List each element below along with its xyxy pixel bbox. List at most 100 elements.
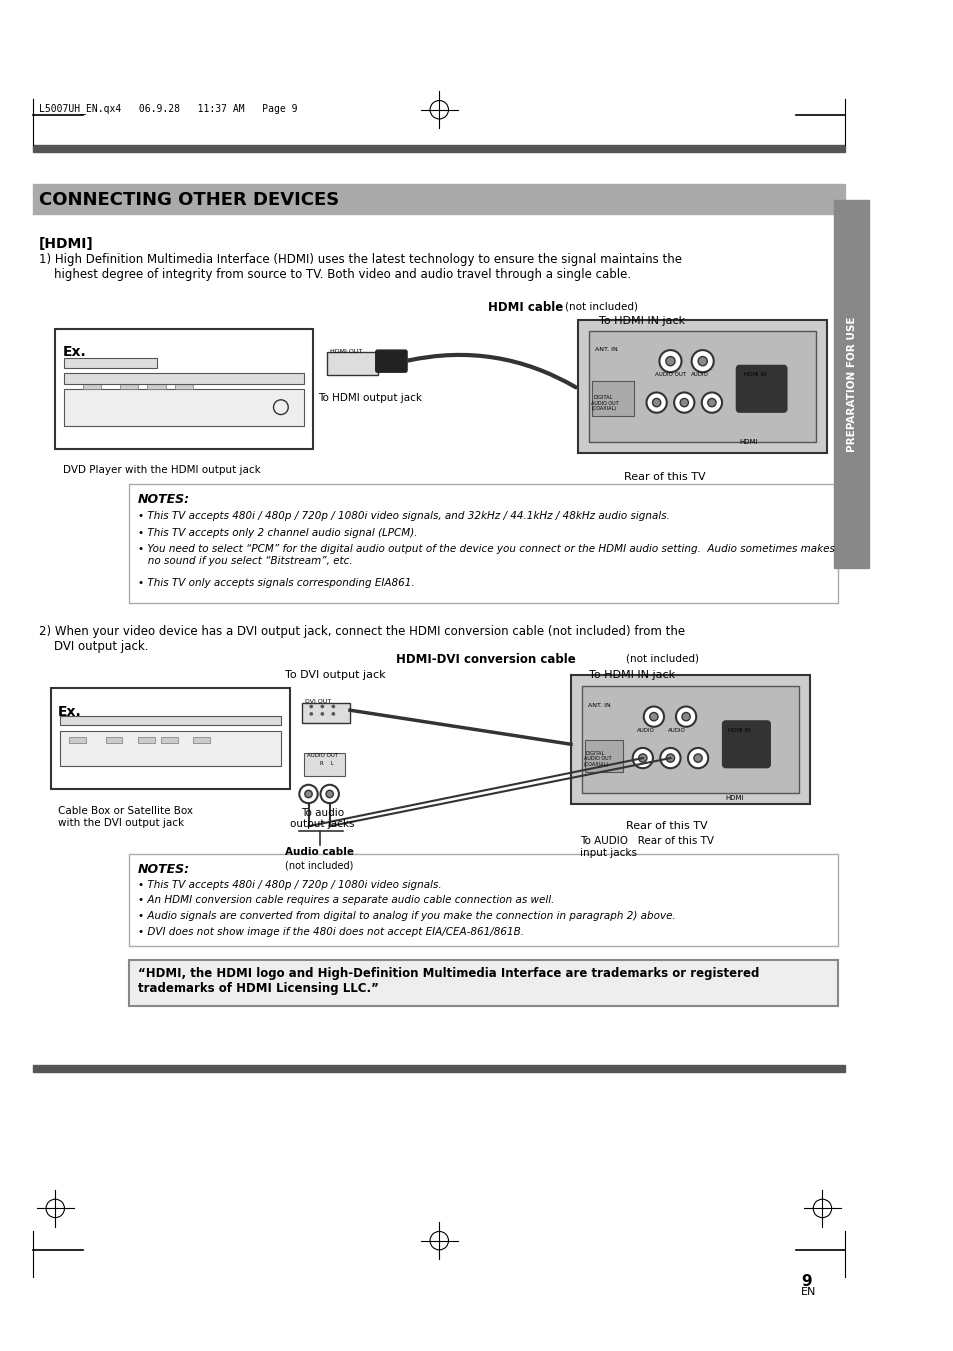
Text: “HDMI, the HDMI logo and High-Definition Multimedia Interface are trademarks or : “HDMI, the HDMI logo and High-Definition… [138, 967, 759, 996]
Text: 1) High Definition Multimedia Interface (HDMI) uses the latest technology to ens: 1) High Definition Multimedia Interface … [39, 254, 681, 281]
Text: To AUDIO   Rear of this TV
input jacks: To AUDIO Rear of this TV input jacks [579, 836, 714, 858]
Bar [592, 381, 633, 416]
FancyBboxPatch shape [571, 676, 810, 804]
Text: • This TV accepts 480i / 480p / 720p / 1080i video signals.: • This TV accepts 480i / 480p / 720p / 1… [138, 880, 441, 890]
Text: AUDIO: AUDIO [667, 728, 685, 732]
Circle shape [309, 705, 313, 708]
Circle shape [681, 712, 690, 721]
Text: To HDMI IN jack: To HDMI IN jack [589, 670, 675, 680]
Circle shape [707, 399, 716, 407]
Circle shape [643, 707, 663, 727]
Circle shape [698, 357, 706, 366]
Text: (not included): (not included) [285, 861, 354, 870]
Text: (COAXIAL): (COAXIAL) [583, 762, 608, 767]
Text: DIGITAL: DIGITAL [593, 396, 612, 400]
Text: Audio cable: Audio cable [285, 847, 354, 858]
Bar [60, 731, 280, 766]
FancyBboxPatch shape [302, 703, 350, 723]
Bar [60, 716, 280, 725]
Circle shape [649, 712, 658, 721]
Circle shape [659, 748, 679, 769]
Text: CONNECTING OTHER DEVICES: CONNECTING OTHER DEVICES [39, 190, 338, 209]
Text: To audio
output jacks: To audio output jacks [290, 808, 355, 830]
Circle shape [676, 707, 696, 727]
Circle shape [320, 712, 324, 716]
Bar [161, 736, 177, 743]
Bar [65, 373, 304, 384]
Text: AUDIO: AUDIO [637, 728, 655, 732]
Text: HDMI OUT: HDMI OUT [330, 349, 361, 354]
Circle shape [305, 790, 312, 797]
FancyBboxPatch shape [736, 366, 785, 412]
Text: • This TV accepts 480i / 480p / 720p / 1080i video signals, and 32kHz / 44.1kHz : • This TV accepts 480i / 480p / 720p / 1… [138, 511, 669, 521]
Text: (not included): (not included) [564, 301, 637, 311]
Text: [HDMI]: [HDMI] [39, 236, 93, 251]
Bar [65, 358, 156, 367]
Circle shape [687, 748, 707, 769]
Circle shape [693, 754, 701, 762]
Bar [69, 736, 86, 743]
FancyBboxPatch shape [578, 320, 826, 453]
Circle shape [320, 785, 338, 804]
Text: DVD Player with the HDMI output jack: DVD Player with the HDMI output jack [63, 465, 260, 476]
Bar [119, 381, 138, 389]
Text: Rear of this TV: Rear of this TV [624, 471, 705, 482]
Text: • This TV only accepts signals corresponding EIA861.: • This TV only accepts signals correspon… [138, 578, 415, 588]
Text: • DVI does not show image if the 480i does not accept EIA/CEA-861/861B.: • DVI does not show image if the 480i do… [138, 927, 523, 936]
Text: AUDIO OUT: AUDIO OUT [306, 753, 337, 758]
Text: (not included): (not included) [625, 653, 699, 663]
Circle shape [665, 754, 674, 762]
Circle shape [326, 790, 333, 797]
FancyBboxPatch shape [327, 353, 377, 376]
Text: • An HDMI conversion cable requires a separate audio cable connection as well.: • An HDMI conversion cable requires a se… [138, 896, 554, 905]
Text: NOTES:: NOTES: [138, 493, 190, 505]
Text: HDMI: HDMI [725, 794, 743, 801]
Text: R    L: R L [320, 761, 334, 766]
Text: (COAXIAL): (COAXIAL) [591, 407, 616, 411]
FancyBboxPatch shape [129, 854, 837, 946]
Text: ANT. IN: ANT. IN [587, 703, 610, 708]
Text: HDMI cable: HDMI cable [488, 301, 563, 315]
Circle shape [679, 399, 688, 407]
Text: ANT. IN: ANT. IN [595, 347, 617, 353]
Bar [33, 1065, 844, 1073]
Text: To DVI output jack: To DVI output jack [285, 670, 386, 680]
Circle shape [652, 399, 660, 407]
Circle shape [691, 350, 713, 373]
Text: • This TV accepts only 2 channel audio signal (LPCM).: • This TV accepts only 2 channel audio s… [138, 528, 417, 538]
Text: Ex.: Ex. [58, 705, 82, 719]
Circle shape [332, 705, 335, 708]
Bar [581, 686, 799, 793]
Text: L5007UH_EN.qx4   06.9.28   11:37 AM   Page 9: L5007UH_EN.qx4 06.9.28 11:37 AM Page 9 [39, 103, 297, 115]
Circle shape [632, 748, 652, 769]
Text: EN: EN [801, 1286, 816, 1297]
Circle shape [701, 392, 721, 412]
Circle shape [674, 392, 694, 412]
FancyBboxPatch shape [375, 350, 407, 373]
Circle shape [665, 357, 675, 366]
FancyBboxPatch shape [129, 959, 837, 1005]
Bar [65, 389, 304, 426]
Text: AUDIO: AUDIO [690, 373, 708, 377]
Circle shape [332, 712, 335, 716]
Bar [33, 145, 844, 153]
Bar [33, 184, 844, 213]
Circle shape [659, 350, 680, 373]
Text: 9: 9 [801, 1274, 811, 1289]
FancyBboxPatch shape [722, 721, 769, 767]
Text: AUDIO OUT: AUDIO OUT [591, 401, 618, 405]
Text: HDMI: HDMI [739, 439, 758, 446]
Text: PREPARATION FOR USE: PREPARATION FOR USE [846, 316, 856, 453]
Text: Cable Box or Satellite Box
with the DVI output jack: Cable Box or Satellite Box with the DVI … [58, 807, 193, 828]
Circle shape [320, 705, 324, 708]
Text: HDMI IN: HDMI IN [743, 373, 765, 377]
Circle shape [646, 392, 666, 412]
FancyBboxPatch shape [55, 328, 313, 449]
FancyBboxPatch shape [129, 484, 837, 604]
Bar [138, 736, 154, 743]
Text: HDMI-DVI conversion cable: HDMI-DVI conversion cable [395, 653, 576, 666]
Text: To HDMI IN jack: To HDMI IN jack [598, 316, 684, 326]
Bar [193, 736, 210, 743]
Bar [589, 331, 815, 442]
Bar [83, 381, 101, 389]
